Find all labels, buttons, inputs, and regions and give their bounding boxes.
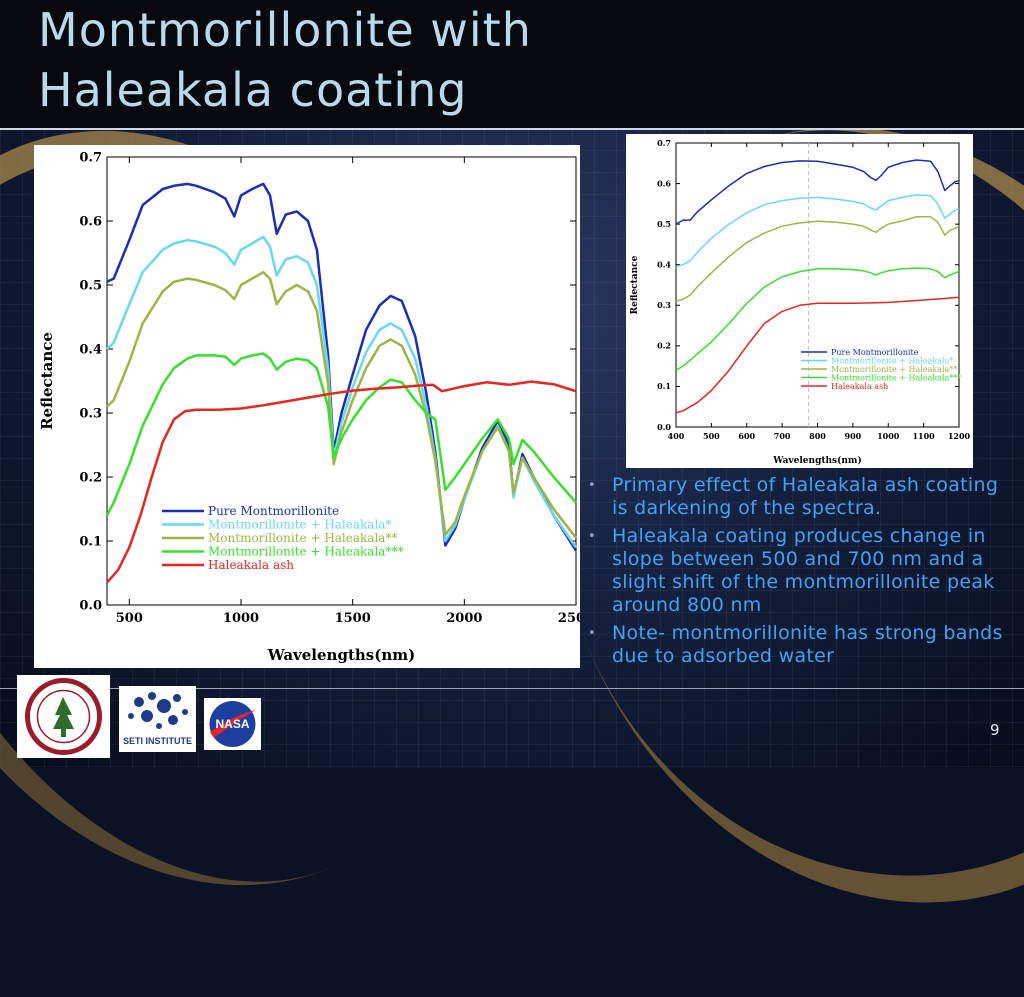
plot-frame bbox=[675, 142, 960, 428]
page-number: 9 bbox=[990, 721, 1000, 739]
legend-label: Pure Montmorillonite bbox=[831, 348, 919, 357]
series-line bbox=[675, 159, 960, 225]
x-tick-label: 900 bbox=[845, 431, 862, 441]
y-tick-label: 0.5 bbox=[79, 279, 102, 294]
nasa-meatball-icon: NASA bbox=[209, 701, 256, 747]
legend-label: Montmorillonite + Haleakala* bbox=[208, 518, 391, 532]
x-axis-label: Wavelengths(nm) bbox=[267, 646, 415, 664]
reflectance-chart-full: 500 1000 1500 2000 2500 0.0 0.1 0.2 0.3 0.4 0.5 0.6… bbox=[34, 145, 594, 668]
stanford-seal-logo bbox=[17, 675, 110, 758]
x-tick-label: 1000 bbox=[223, 611, 259, 626]
x-axis-label: Wavelengths(nm) bbox=[772, 455, 861, 466]
series-line bbox=[675, 267, 960, 371]
slide-title-line-2: Haleakala coating bbox=[38, 63, 468, 117]
y-tick-label: 0.1 bbox=[657, 381, 671, 391]
legend-label: Montmorillonite + Haleakala*** bbox=[208, 545, 403, 559]
legend-label: Montmorillonite + Haleakala** bbox=[831, 365, 957, 374]
nasa-logo: NASA bbox=[204, 698, 261, 750]
y-tick-label: 0.4 bbox=[657, 260, 671, 270]
x-tick-label: 1100 bbox=[912, 431, 935, 441]
y-tick-label: 0.5 bbox=[657, 219, 671, 229]
series-line bbox=[106, 380, 577, 584]
slide-title: Montmorillonite with Haleakala coating bbox=[38, 0, 638, 120]
bullet-dot-icon: • bbox=[588, 529, 596, 544]
legend-label: Montmorillonite + Haleakala* bbox=[831, 356, 953, 365]
series-line bbox=[675, 194, 960, 268]
legend-label: Montmorillonite + Haleakala** bbox=[208, 531, 397, 545]
y-tick-label: 0.2 bbox=[79, 471, 102, 486]
series-line bbox=[675, 296, 960, 414]
series-line bbox=[105, 352, 577, 516]
slide-title-line-1: Montmorillonite with bbox=[38, 3, 532, 57]
y-tick-label: 0.1 bbox=[79, 535, 102, 550]
y-tick-label: 0.7 bbox=[79, 151, 102, 166]
bullet-item: • Primary effect of Haleakala ash coating… bbox=[588, 474, 1012, 520]
footer-divider bbox=[0, 688, 1024, 689]
seti-label: SETI INSTITUTE bbox=[122, 736, 192, 746]
x-tick-label: 2500 bbox=[558, 611, 580, 626]
bullet-list: • Primary effect of Haleakala ash coating… bbox=[588, 474, 1012, 673]
x-tick-label: 600 bbox=[738, 431, 755, 441]
y-tick-label: 0.0 bbox=[657, 422, 671, 432]
legend-label: Montmorillonite + Haleakala*** bbox=[831, 373, 961, 382]
y-axis-label: Reflectance bbox=[38, 332, 56, 430]
y-tick-label: 0.0 bbox=[79, 599, 102, 614]
y-tick-label: 0.6 bbox=[79, 215, 102, 230]
bullet-item: • Haleakala coating produces change in sl… bbox=[588, 525, 1012, 617]
bullet-item: • Note- montmorillonite has strong bands … bbox=[588, 622, 1012, 668]
y-tick-label: 0.3 bbox=[79, 407, 102, 422]
legend-label: Haleakala ash bbox=[208, 558, 294, 572]
x-tick-label: 800 bbox=[809, 431, 826, 441]
x-tick-label: 2000 bbox=[446, 611, 482, 626]
title-divider-dashes bbox=[944, 128, 1024, 130]
seti-institute-logo: SETI INSTITUTE bbox=[119, 686, 196, 752]
y-tick-label: 0.7 bbox=[657, 138, 671, 148]
x-tick-label: 1500 bbox=[335, 611, 371, 626]
legend-label: Haleakala ash bbox=[831, 382, 888, 391]
title-bar bbox=[0, 0, 1024, 128]
plot-frame bbox=[106, 156, 577, 606]
bullet-text: Haleakala coating produces change in slo… bbox=[612, 525, 995, 616]
seti-dots-icon bbox=[128, 692, 188, 729]
reflectance-chart-zoom: 400 500 600 700 800 900 1000 1100 1200 0.0 0.1 0.2 0… bbox=[626, 134, 973, 468]
x-tick-label: 500 bbox=[703, 431, 720, 441]
y-tick-label: 0.3 bbox=[657, 300, 671, 310]
nasa-label: NASA bbox=[215, 717, 249, 731]
legend-label: Pure Montmorillonite bbox=[208, 504, 339, 518]
series-line bbox=[675, 216, 960, 302]
series-line bbox=[106, 270, 577, 539]
bullet-dot-icon: • bbox=[588, 626, 596, 641]
x-tick-label: 400 bbox=[668, 431, 685, 441]
y-tick-label: 0.6 bbox=[657, 178, 671, 188]
x-tick-label: 1200 bbox=[948, 431, 971, 441]
bullet-text: Primary effect of Haleakala ash coating … bbox=[612, 474, 999, 519]
x-tick-label: 700 bbox=[774, 431, 791, 441]
title-divider bbox=[0, 128, 1024, 130]
y-axis-label: Reflectance bbox=[630, 255, 640, 314]
bullet-dot-icon: • bbox=[588, 478, 596, 493]
reflectance-chart-zoom-svg: 400 500 600 700 800 900 1000 1100 1200 0.0 0.1 0.2 0… bbox=[630, 138, 971, 466]
reflectance-chart-full-svg: 500 1000 1500 2000 2500 0.0 0.1 0.2 0.3 0.4 0.5 0.6… bbox=[38, 151, 594, 664]
x-tick-label: 500 bbox=[116, 611, 143, 626]
y-tick-label: 0.2 bbox=[657, 341, 671, 351]
stanford-seal-icon bbox=[25, 678, 102, 755]
y-tick-label: 0.4 bbox=[79, 343, 102, 358]
x-tick-label: 1000 bbox=[877, 431, 900, 441]
bullet-text: Note- montmorillonite has strong bands d… bbox=[612, 622, 1003, 667]
